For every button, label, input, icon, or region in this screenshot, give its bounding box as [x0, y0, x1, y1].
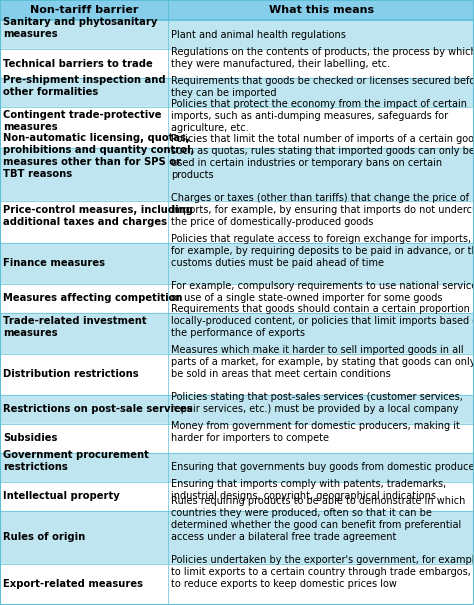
Bar: [0, 78, 474, 107]
Bar: [0, 394, 474, 424]
Text: Measures affecting competition: Measures affecting competition: [3, 293, 182, 303]
Bar: [0, 243, 474, 284]
Text: Subsidies: Subsidies: [3, 433, 57, 443]
Bar: [0, 20, 474, 49]
Text: Policies that limit the total number of imports of a certain good,
such as quota: Policies that limit the total number of …: [171, 134, 474, 180]
Text: Money from government for domestic producers, making it
harder for importers to : Money from government for domestic produ…: [171, 421, 460, 443]
Text: Ensuring that imports comply with patents, trademarks,
industrial designs, copyr: Ensuring that imports comply with patent…: [171, 479, 447, 501]
Text: Policies stating that post-sales services (customer services,
repair services, e: Policies stating that post-sales service…: [171, 392, 463, 414]
Bar: [0, 313, 474, 354]
Text: Requirements that goods be checked or licenses secured before
they can be import: Requirements that goods be checked or li…: [171, 76, 474, 97]
Text: What this means: What this means: [269, 5, 374, 15]
Bar: [0, 453, 474, 482]
Bar: [0, 354, 474, 394]
Text: Pre-shipment inspection and
other formalities: Pre-shipment inspection and other formal…: [3, 76, 165, 97]
Text: Charges or taxes (other than tariffs) that change the price of
imports, for exam: Charges or taxes (other than tariffs) th…: [171, 193, 474, 227]
Bar: [0, 49, 474, 78]
Bar: [0, 201, 474, 243]
Text: Ensuring that governments buy goods from domestic producers: Ensuring that governments buy goods from…: [171, 462, 474, 473]
Text: Government procurement
restrictions: Government procurement restrictions: [3, 450, 149, 472]
Bar: [0, 0, 474, 20]
Text: Contingent trade-protective
measures: Contingent trade-protective measures: [3, 111, 162, 132]
Text: Plant and animal health regulations: Plant and animal health regulations: [171, 30, 346, 40]
Bar: [0, 511, 474, 564]
Bar: [0, 107, 474, 148]
Text: Non-automatic licensing, quotas,
prohibitions and quantity control,
measures oth: Non-automatic licensing, quotas, prohibi…: [3, 133, 194, 179]
Text: Rules requiring products to be able to demonstrate in which
countries they were : Rules requiring products to be able to d…: [171, 496, 465, 542]
Text: Restrictions on post-sale services: Restrictions on post-sale services: [3, 404, 192, 414]
Text: Policies that regulate access to foreign exchange for imports,
for example, by r: Policies that regulate access to foreign…: [171, 234, 474, 268]
Text: Export-related measures: Export-related measures: [3, 580, 143, 589]
Bar: [0, 148, 474, 201]
Text: Policies undertaken by the exporter's government, for example,
to limit exports : Policies undertaken by the exporter's go…: [171, 555, 474, 589]
Text: Sanitary and phytosanitary
measures: Sanitary and phytosanitary measures: [3, 18, 157, 39]
Text: Intellectual property: Intellectual property: [3, 491, 120, 502]
Text: Trade-related investment
measures: Trade-related investment measures: [3, 316, 146, 338]
Text: Price-control measures, including
additional taxes and charges: Price-control measures, including additi…: [3, 204, 193, 227]
Text: Regulations on the contents of products, the process by which
they were manufact: Regulations on the contents of products,…: [171, 47, 474, 68]
Bar: [0, 564, 474, 605]
Text: Technical barriers to trade: Technical barriers to trade: [3, 59, 153, 69]
Text: Policies that protect the economy from the impact of certain
imports, such as an: Policies that protect the economy from t…: [171, 99, 467, 132]
Bar: [0, 482, 474, 511]
Text: Requirements that goods should contain a certain proportion of
locally-produced : Requirements that goods should contain a…: [171, 304, 474, 338]
Text: Non-tariff barrier: Non-tariff barrier: [30, 5, 138, 15]
Text: Rules of origin: Rules of origin: [3, 532, 85, 542]
Text: Measures which make it harder to sell imported goods in all
parts of a market, f: Measures which make it harder to sell im…: [171, 345, 474, 379]
Bar: [0, 424, 474, 453]
Text: Distribution restrictions: Distribution restrictions: [3, 369, 138, 379]
Bar: [0, 284, 474, 313]
Text: Finance measures: Finance measures: [3, 258, 105, 268]
Text: For example, compulsory requirements to use national services,
or use of a singl: For example, compulsory requirements to …: [171, 281, 474, 303]
